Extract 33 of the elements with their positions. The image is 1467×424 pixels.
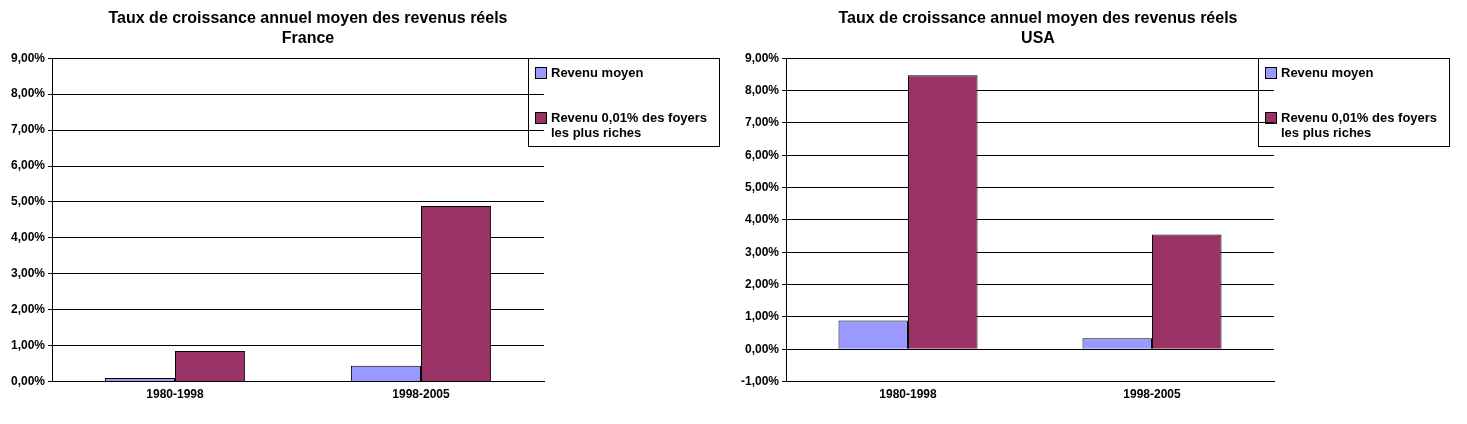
- y-tick-label: 5,00%: [10, 194, 46, 209]
- y-tick-label: 8,00%: [10, 86, 46, 101]
- y-tick-label: 1,00%: [10, 337, 46, 352]
- x-tick-label: 1980-1998: [146, 387, 205, 402]
- x-tick-label: 1998-2005: [392, 387, 451, 402]
- y-tick-label: 3,00%: [744, 244, 780, 259]
- legend-label: Revenu 0,01% des foyers les plus riches: [1281, 110, 1439, 140]
- y-tick-label: 9,00%: [10, 50, 46, 65]
- chart-subtitle: USA: [1020, 28, 1056, 48]
- y-tick-label: -1,00%: [740, 373, 780, 388]
- y-tick-label: 4,00%: [744, 212, 780, 227]
- y-tick-label: 0,00%: [10, 373, 46, 388]
- y-tick-label: 8,00%: [744, 82, 780, 97]
- y-tick-label: 6,00%: [10, 158, 46, 173]
- legend-label: Revenu moyen: [551, 65, 644, 80]
- legend-label: Revenu 0,01% des foyers les plus riches: [551, 110, 709, 140]
- chart-title: Taux de croissance annuel moyen des revenus réels: [837, 8, 1239, 28]
- y-tick-label: 4,00%: [10, 230, 46, 245]
- x-tick-label: 1998-2005: [1123, 387, 1182, 402]
- y-tick-label: 6,00%: [744, 147, 780, 162]
- chart-subtitle: France: [280, 28, 336, 48]
- y-tick-label: 5,00%: [744, 179, 780, 194]
- y-tick-label: 0,00%: [744, 341, 780, 356]
- y-tick-label: 7,00%: [744, 115, 780, 130]
- x-tick-label: 1980-1998: [879, 387, 938, 402]
- y-tick-label: 3,00%: [10, 266, 46, 281]
- y-tick-label: 1,00%: [744, 309, 780, 324]
- chart-title: Taux de croissance annuel moyen des revenus réels: [107, 8, 509, 28]
- y-tick-label: 7,00%: [10, 122, 46, 137]
- y-tick-label: 2,00%: [10, 302, 46, 317]
- y-tick-label: 9,00%: [744, 50, 780, 65]
- y-tick-label: 2,00%: [744, 276, 780, 291]
- legend-label: Revenu moyen: [1281, 65, 1374, 80]
